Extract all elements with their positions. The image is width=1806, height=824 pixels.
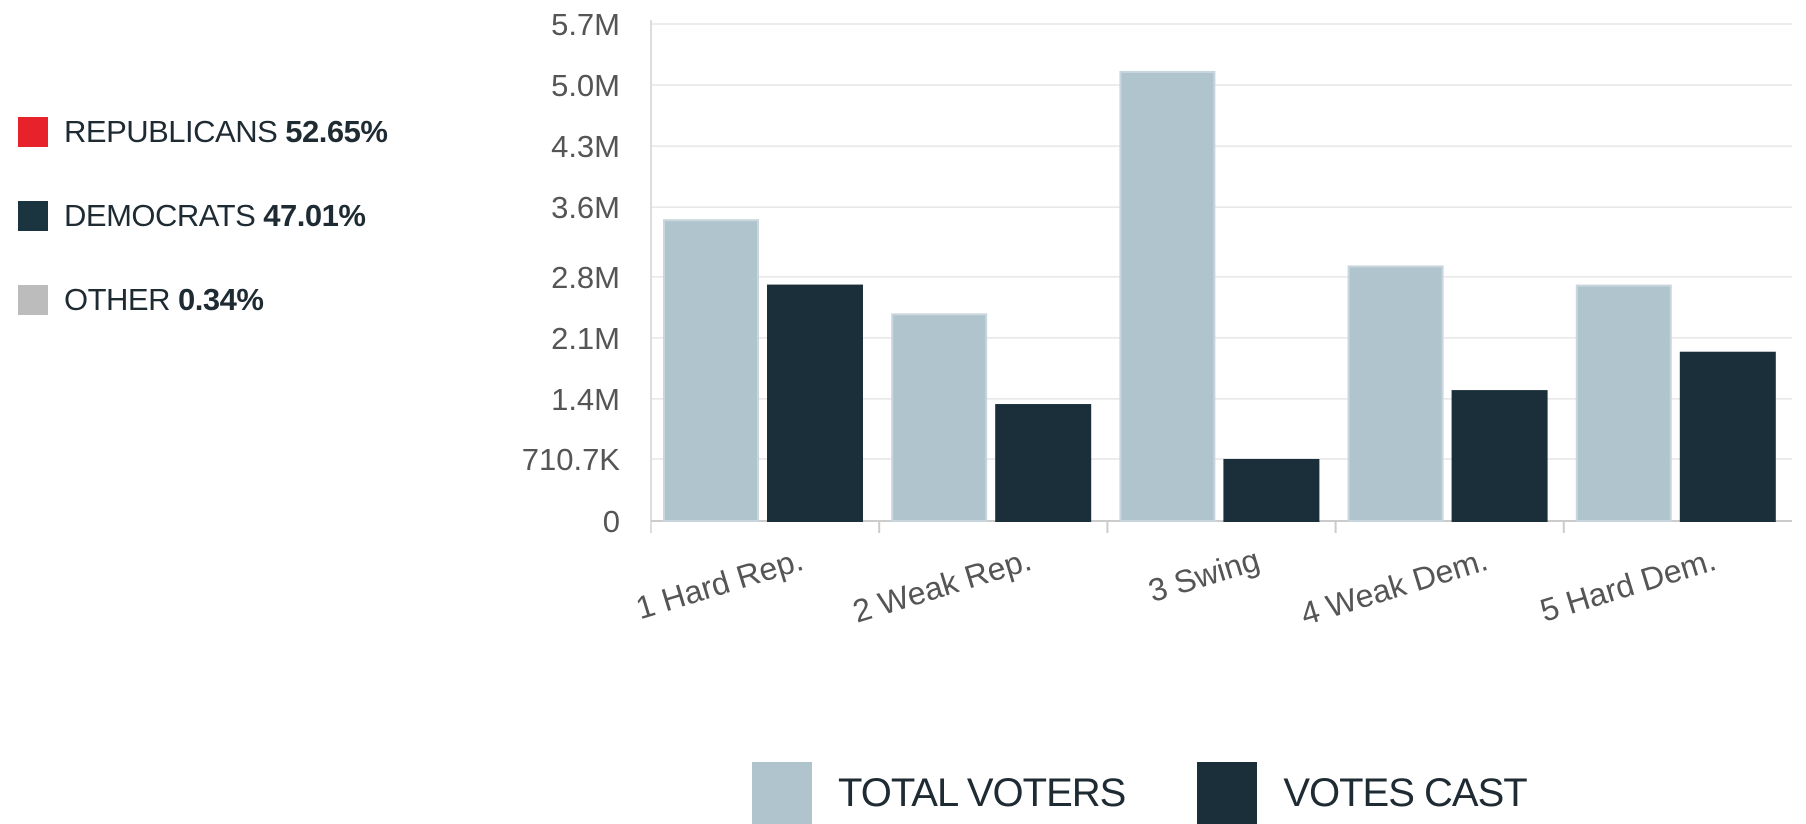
y-tick-label: 0 [603, 504, 620, 539]
y-tick-label: 5.0M [551, 68, 620, 103]
legend-republicans[interactable]: REPUBLICANS 52.65% [18, 90, 388, 174]
legend-total-voters[interactable]: TOTAL VOTERS [752, 762, 1126, 824]
democrats-label: DEMOCRATS [64, 198, 256, 233]
bar-total-voters-2[interactable] [891, 313, 988, 522]
y-tick-label: 710.7K [522, 442, 621, 477]
y-tick-label: 2.8M [551, 260, 620, 295]
y-tick-label: 5.7M [551, 7, 620, 42]
total-voters-swatch [752, 762, 812, 824]
x-category-label: 2 Weak Rep. [848, 541, 1035, 629]
series-legend: TOTAL VOTERS VOTES CAST [752, 762, 1599, 824]
party-legend: REPUBLICANS 52.65% DEMOCRATS 47.01% OTHER 0… [18, 90, 388, 342]
bar-total-voters-5[interactable] [1575, 284, 1672, 522]
other-pct: 0.34% [178, 282, 264, 317]
republicans-pct: 52.65% [285, 114, 388, 149]
y-tick-label: 1.4M [551, 382, 620, 417]
y-tick-label: 2.1M [551, 321, 620, 356]
y-tick-label: 4.3M [551, 129, 620, 164]
bar-total-voters-4[interactable] [1347, 265, 1444, 522]
total-voters-label: TOTAL VOTERS [838, 770, 1126, 815]
bar-votes-cast-4[interactable] [1451, 390, 1548, 522]
bar-total-voters-1[interactable] [663, 219, 759, 522]
x-category-label: 5 Hard Dem. [1536, 541, 1720, 628]
bar-chart: 0 710.7K 1.4M 2.1M 2.8M 3.6M 4.3M 5.0M 5.7M 1 Har… [522, 7, 1792, 632]
bar-votes-cast-1[interactable] [767, 284, 863, 522]
bar-votes-cast-2[interactable] [995, 404, 1092, 522]
legend-democrats[interactable]: DEMOCRATS 47.01% [18, 174, 387, 258]
legend-votes-cast[interactable]: VOTES CAST [1197, 762, 1528, 824]
bar-votes-cast-5[interactable] [1679, 351, 1776, 522]
democrats-pct: 47.01% [263, 198, 366, 233]
x-category-label: 1 Hard Rep. [632, 541, 808, 626]
legend-other[interactable]: OTHER 0.34% [18, 258, 387, 342]
republicans-label: REPUBLICANS [64, 114, 278, 149]
other-label: OTHER [64, 282, 171, 317]
democrats-swatch [18, 201, 48, 231]
bar-votes-cast-3[interactable] [1223, 458, 1320, 522]
votes-cast-swatch [1197, 762, 1258, 824]
other-swatch [18, 285, 48, 315]
votes-cast-label: VOTES CAST [1283, 770, 1527, 815]
republicans-swatch [18, 117, 48, 147]
x-category-label: 4 Weak Dem. [1296, 541, 1491, 632]
bar-total-voters-3[interactable] [1119, 70, 1216, 522]
x-category-label: 3 Swing [1144, 541, 1263, 609]
y-tick-label: 3.6M [551, 190, 620, 225]
